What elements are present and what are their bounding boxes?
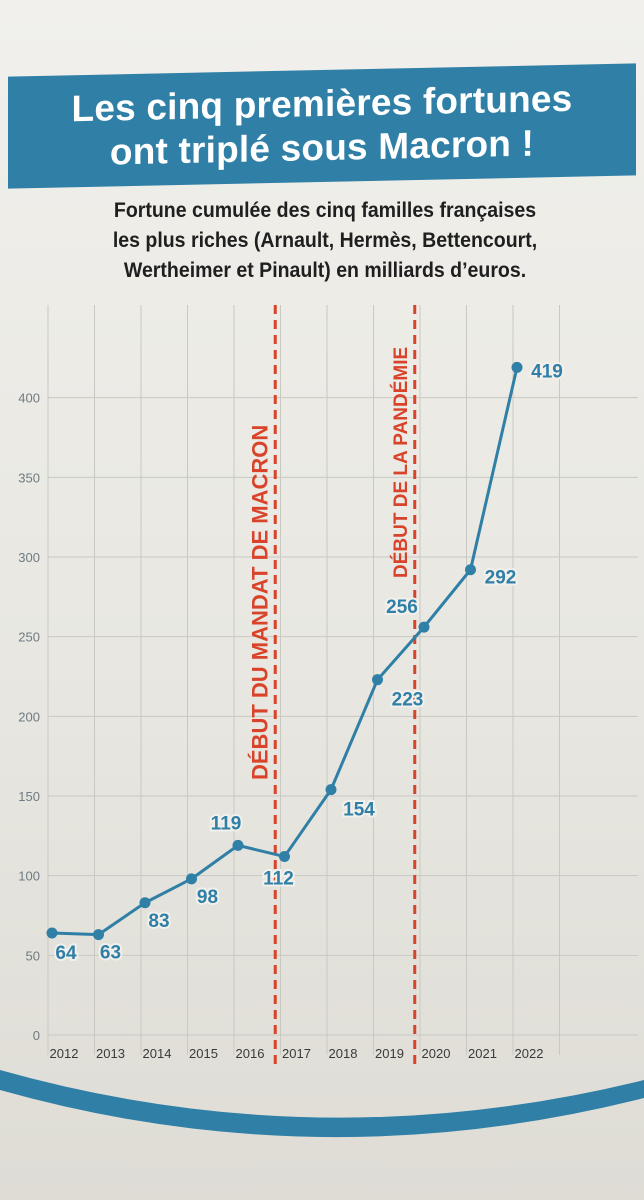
x-tick-label: 2015	[189, 1046, 218, 1061]
y-tick-label: 400	[18, 391, 40, 406]
x-axis-ticks: 2012 2013 2014 2015 2016 2017 2018 2019 2020 2021…	[50, 1046, 544, 1061]
y-tick-label: 0	[33, 1028, 40, 1043]
data-point	[139, 897, 151, 909]
data-labels: 64 63 83 98 119 112 154 223 256 292 419	[53, 359, 564, 966]
data-label: 112	[263, 869, 294, 890]
y-tick-label: 100	[18, 869, 40, 884]
x-tick-label: 2021	[468, 1046, 497, 1061]
x-tick-label: 2013	[96, 1046, 125, 1061]
data-point	[465, 564, 476, 576]
annotation-label: DÉBUT DE LA PANDÉMIE	[390, 347, 412, 578]
data-point	[46, 927, 58, 939]
data-label: 119	[211, 813, 242, 834]
fortune-series	[46, 361, 523, 941]
data-label: 256	[386, 597, 418, 618]
subtitle-line-2: les plus riches (Arnault, Hermès, Betten…	[112, 229, 538, 252]
annotation-label: DÉBUT DU MANDAT DE MACRON	[247, 425, 272, 780]
subtitle-line-3: Wertheimer et Pinault) en milliards d’eu…	[123, 259, 527, 282]
y-tick-label: 50	[26, 948, 40, 963]
data-label: 419	[531, 361, 563, 382]
data-label: 98	[197, 887, 218, 908]
y-tick-label: 350	[18, 470, 40, 485]
data-label: 292	[485, 568, 517, 589]
series-line	[51, 367, 519, 937]
chart-annotations: DÉBUT DU MANDAT DE MACRON DÉBUT DE LA PAN…	[247, 305, 417, 1065]
bottom-decoration	[0, 1070, 644, 1138]
x-tick-label: 2018	[329, 1046, 358, 1061]
x-tick-label: 2016	[236, 1046, 265, 1061]
data-label: 154	[343, 800, 375, 821]
data-point	[372, 674, 383, 686]
x-tick-label: 2022	[515, 1046, 544, 1061]
y-tick-label: 250	[18, 630, 40, 645]
data-point	[232, 839, 244, 851]
bottom-wave	[0, 1070, 644, 1138]
data-point	[511, 361, 523, 373]
chart-grid	[47, 305, 638, 1055]
x-tick-label: 2019	[375, 1046, 404, 1061]
data-point	[186, 873, 197, 885]
x-tick-label: 2012	[50, 1046, 79, 1061]
data-label: 223	[392, 690, 424, 711]
y-tick-label: 200	[18, 709, 40, 724]
data-point	[418, 621, 430, 633]
data-label: 63	[100, 943, 121, 964]
data-label: 83	[148, 911, 169, 932]
x-tick-label: 2014	[143, 1046, 172, 1061]
x-tick-label: 2017	[282, 1046, 311, 1061]
data-point	[93, 929, 104, 941]
subtitle-line-1: Fortune cumulée des cinq familles frança…	[113, 199, 537, 222]
x-tick-label: 2020	[422, 1046, 451, 1061]
data-point	[325, 784, 337, 796]
chart-subtitle: Fortune cumulée des cinq familles frança…	[51, 196, 600, 286]
y-tick-label: 300	[18, 550, 40, 565]
data-label: 64	[55, 943, 77, 964]
y-axis-ticks: 0 50 100 150 200 250 300 350 400	[18, 391, 40, 1043]
data-point	[279, 851, 290, 863]
y-tick-label: 150	[18, 789, 40, 804]
